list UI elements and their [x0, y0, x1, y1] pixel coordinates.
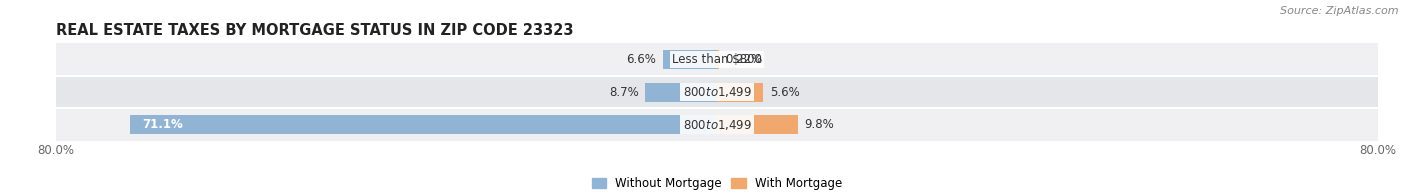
- Bar: [717, 50, 718, 69]
- Text: 8.7%: 8.7%: [609, 86, 638, 99]
- Text: 71.1%: 71.1%: [142, 118, 183, 131]
- Text: Less than $800: Less than $800: [672, 53, 762, 66]
- Text: $800 to $1,499: $800 to $1,499: [682, 118, 752, 132]
- Text: REAL ESTATE TAXES BY MORTGAGE STATUS IN ZIP CODE 23323: REAL ESTATE TAXES BY MORTGAGE STATUS IN …: [56, 23, 574, 38]
- Bar: [129, 115, 717, 134]
- Bar: [717, 83, 763, 102]
- Bar: [645, 83, 717, 102]
- Text: $800 to $1,499: $800 to $1,499: [682, 85, 752, 99]
- Bar: [56, 108, 1378, 141]
- Bar: [717, 115, 799, 134]
- Bar: [56, 76, 1378, 108]
- Text: Source: ZipAtlas.com: Source: ZipAtlas.com: [1281, 6, 1399, 16]
- Text: 0.22%: 0.22%: [725, 53, 762, 66]
- Legend: Without Mortgage, With Mortgage: Without Mortgage, With Mortgage: [588, 172, 846, 195]
- Bar: [662, 50, 717, 69]
- Bar: [56, 43, 1378, 76]
- Text: 5.6%: 5.6%: [770, 86, 800, 99]
- Text: 9.8%: 9.8%: [804, 118, 834, 131]
- Text: 6.6%: 6.6%: [626, 53, 657, 66]
